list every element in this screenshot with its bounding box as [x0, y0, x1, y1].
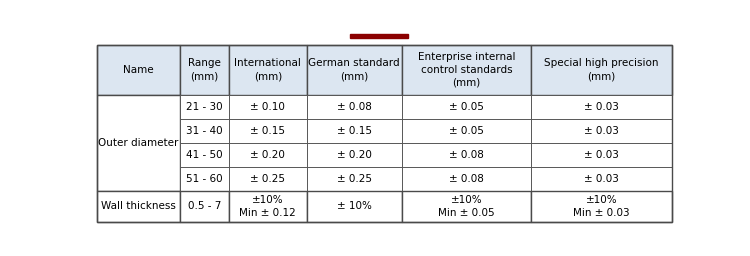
- Bar: [307, 191, 402, 222]
- Bar: [229, 45, 307, 95]
- Bar: [229, 119, 307, 143]
- Bar: [180, 45, 229, 95]
- Text: Wall thickness: Wall thickness: [101, 201, 176, 211]
- Bar: [180, 119, 229, 143]
- Bar: [531, 191, 672, 222]
- Text: ±10%
Min ± 0.12: ±10% Min ± 0.12: [239, 195, 296, 218]
- Text: Name: Name: [123, 65, 154, 75]
- Text: ± 0.10: ± 0.10: [251, 102, 285, 112]
- Bar: [229, 95, 307, 119]
- Text: ± 0.08: ± 0.08: [449, 150, 484, 160]
- Bar: [402, 45, 531, 95]
- Bar: [180, 143, 229, 167]
- Bar: [307, 45, 402, 95]
- Bar: [402, 191, 531, 222]
- Bar: [350, 34, 408, 38]
- Bar: [307, 95, 402, 119]
- Bar: [97, 95, 180, 191]
- Text: ± 0.08: ± 0.08: [337, 102, 371, 112]
- Text: German standard
(mm): German standard (mm): [308, 58, 400, 81]
- Bar: [180, 167, 229, 191]
- Bar: [531, 167, 672, 191]
- Bar: [307, 167, 402, 191]
- Text: ± 0.25: ± 0.25: [337, 174, 372, 184]
- Text: 0.5 - 7: 0.5 - 7: [188, 201, 221, 211]
- Text: 51 - 60: 51 - 60: [186, 174, 223, 184]
- Text: ± 0.15: ± 0.15: [337, 126, 372, 136]
- Text: ± 0.03: ± 0.03: [584, 150, 619, 160]
- Text: ± 0.15: ± 0.15: [251, 126, 285, 136]
- Bar: [229, 167, 307, 191]
- Text: ±10%
Min ± 0.05: ±10% Min ± 0.05: [438, 195, 495, 218]
- Text: ± 0.20: ± 0.20: [337, 150, 371, 160]
- Text: ± 0.08: ± 0.08: [449, 174, 484, 184]
- Text: International
(mm): International (mm): [235, 58, 302, 81]
- Bar: [97, 45, 180, 95]
- Text: ± 0.03: ± 0.03: [584, 174, 619, 184]
- Bar: [229, 191, 307, 222]
- Bar: [531, 45, 672, 95]
- Text: 21 - 30: 21 - 30: [186, 102, 223, 112]
- Text: ± 0.25: ± 0.25: [251, 174, 285, 184]
- Bar: [402, 119, 531, 143]
- Bar: [97, 191, 180, 222]
- Text: Special high precision
(mm): Special high precision (mm): [544, 58, 658, 81]
- Text: ±10%
Min ± 0.03: ±10% Min ± 0.03: [573, 195, 630, 218]
- Bar: [229, 143, 307, 167]
- Text: ± 0.05: ± 0.05: [449, 102, 484, 112]
- Bar: [402, 95, 531, 119]
- Text: 41 - 50: 41 - 50: [186, 150, 223, 160]
- Bar: [402, 143, 531, 167]
- Bar: [180, 95, 229, 119]
- Text: 31 - 40: 31 - 40: [186, 126, 223, 136]
- Text: ± 0.05: ± 0.05: [449, 126, 484, 136]
- Text: ± 0.03: ± 0.03: [584, 126, 619, 136]
- Text: Range
(mm): Range (mm): [188, 58, 221, 81]
- Bar: [531, 119, 672, 143]
- Bar: [402, 167, 531, 191]
- Bar: [531, 143, 672, 167]
- Text: ± 0.20: ± 0.20: [251, 150, 285, 160]
- Text: ± 0.03: ± 0.03: [584, 102, 619, 112]
- Text: ± 10%: ± 10%: [337, 201, 371, 211]
- Bar: [307, 143, 402, 167]
- Bar: [307, 119, 402, 143]
- Bar: [180, 191, 229, 222]
- Text: Outer diameter: Outer diameter: [98, 138, 178, 148]
- Text: Enterprise internal
control standards
(mm): Enterprise internal control standards (m…: [418, 52, 515, 88]
- Bar: [531, 95, 672, 119]
